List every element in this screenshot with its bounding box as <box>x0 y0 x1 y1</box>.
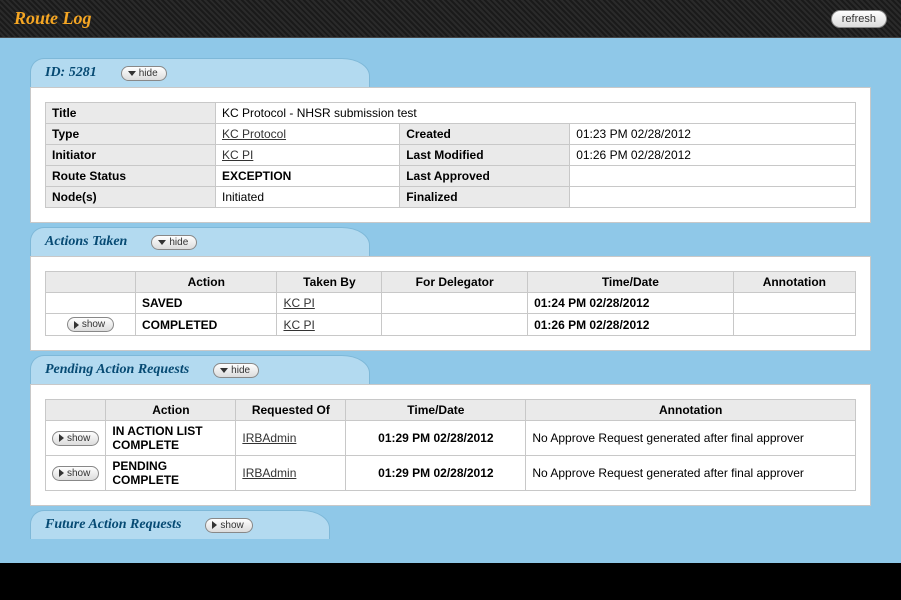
chevron-right-icon <box>59 469 64 477</box>
table-row: Initiator KC PI Last Modified 01:26 PM 0… <box>46 145 856 166</box>
pending-table: Action Requested Of Time/Date Annotation… <box>45 399 856 491</box>
row-show-button[interactable]: show <box>52 466 99 481</box>
future-tab: Future Action Requests show <box>30 510 330 539</box>
requested-of-link[interactable]: IRBAdmin <box>242 431 296 445</box>
annotation-cell: No Approve Request generated after final… <box>526 421 856 456</box>
pending-body: Action Requested Of Time/Date Annotation… <box>30 384 871 506</box>
action-cell: PENDING COMPLETE <box>106 456 236 491</box>
requested-of-link[interactable]: IRBAdmin <box>242 466 296 480</box>
col-annotation: Annotation <box>526 400 856 421</box>
col-taken-by: Taken By <box>277 272 382 293</box>
table-row: Title KC Protocol - NHSR submission test <box>46 103 856 124</box>
table-row: show COMPLETED KC PI 01:26 PM 02/28/2012 <box>46 314 856 336</box>
type-link[interactable]: KC Protocol <box>222 127 286 141</box>
col-time-date: Time/Date <box>528 272 734 293</box>
actions-taken-tab: Actions Taken hide <box>30 227 370 256</box>
title-label: Title <box>46 103 216 124</box>
last-modified-label: Last Modified <box>400 145 570 166</box>
actions-taken-title: Actions Taken <box>45 234 127 250</box>
taken-by-link[interactable]: KC PI <box>283 318 314 332</box>
future-panel: Future Action Requests show <box>30 510 871 539</box>
show-label: show <box>67 433 90 444</box>
delegator-cell <box>382 293 528 314</box>
chevron-right-icon <box>59 434 64 442</box>
finalized-value <box>570 187 856 208</box>
pending-panel: Pending Action Requests hide Action Requ… <box>30 355 871 506</box>
hide-label: hide <box>231 365 250 376</box>
col-action: Action <box>136 272 277 293</box>
row-show-button[interactable]: show <box>52 431 99 446</box>
id-panel-tab: ID: 5281 hide <box>30 58 370 87</box>
timedate-cell: 01:29 PM 02/28/2012 <box>346 456 526 491</box>
initiator-label: Initiator <box>46 145 216 166</box>
actions-taken-hide-button[interactable]: hide <box>151 235 197 250</box>
table-row: Node(s) Initiated Finalized <box>46 187 856 208</box>
actions-taken-panel: Actions Taken hide Action Taken By For D… <box>30 227 871 351</box>
nodes-label: Node(s) <box>46 187 216 208</box>
hide-label: hide <box>139 68 158 79</box>
table-row: Type KC Protocol Created 01:23 PM 02/28/… <box>46 124 856 145</box>
future-title: Future Action Requests <box>45 517 181 533</box>
pending-tab: Pending Action Requests hide <box>30 355 370 384</box>
chevron-down-icon <box>158 240 166 245</box>
id-panel: ID: 5281 hide Title KC Protocol - NHSR s… <box>30 58 871 223</box>
actions-taken-table: Action Taken By For Delegator Time/Date … <box>45 271 856 336</box>
action-cell: IN ACTION LIST COMPLETE <box>106 421 236 456</box>
col-requested-of: Requested Of <box>236 400 346 421</box>
timedate-cell: 01:26 PM 02/28/2012 <box>528 314 734 336</box>
hide-label: hide <box>169 237 188 248</box>
annotation-cell: No Approve Request generated after final… <box>526 456 856 491</box>
timedate-cell: 01:24 PM 02/28/2012 <box>528 293 734 314</box>
nodes-value: Initiated <box>216 187 400 208</box>
action-cell: SAVED <box>136 293 277 314</box>
col-annotation: Annotation <box>733 272 855 293</box>
route-status-label: Route Status <box>46 166 216 187</box>
col-for-delegator: For Delegator <box>382 272 528 293</box>
show-label: show <box>220 520 243 531</box>
title-value: KC Protocol - NHSR submission test <box>216 103 856 124</box>
annotation-cell <box>733 314 855 336</box>
main-content: ID: 5281 hide Title KC Protocol - NHSR s… <box>0 38 901 563</box>
last-approved-value <box>570 166 856 187</box>
timedate-cell: 01:29 PM 02/28/2012 <box>346 421 526 456</box>
delegator-cell <box>382 314 528 336</box>
annotation-cell <box>733 293 855 314</box>
id-info-table: Title KC Protocol - NHSR submission test… <box>45 102 856 208</box>
chevron-right-icon <box>212 521 217 529</box>
created-label: Created <box>400 124 570 145</box>
chevron-down-icon <box>220 368 228 373</box>
col-action: Action <box>106 400 236 421</box>
refresh-button[interactable]: refresh <box>831 10 887 28</box>
id-panel-title: ID: 5281 <box>45 65 97 81</box>
taken-by-link[interactable]: KC PI <box>283 296 314 310</box>
id-panel-body: Title KC Protocol - NHSR submission test… <box>30 87 871 223</box>
table-row: show PENDING COMPLETE IRBAdmin 01:29 PM … <box>46 456 856 491</box>
created-value: 01:23 PM 02/28/2012 <box>570 124 856 145</box>
header-bar: Route Log refresh <box>0 0 901 38</box>
table-row: show IN ACTION LIST COMPLETE IRBAdmin 01… <box>46 421 856 456</box>
last-modified-value: 01:26 PM 02/28/2012 <box>570 145 856 166</box>
initiator-link[interactable]: KC PI <box>222 148 253 162</box>
type-label: Type <box>46 124 216 145</box>
table-row: Route Status EXCEPTION Last Approved <box>46 166 856 187</box>
chevron-down-icon <box>128 71 136 76</box>
table-row: SAVED KC PI 01:24 PM 02/28/2012 <box>46 293 856 314</box>
id-panel-hide-button[interactable]: hide <box>121 66 167 81</box>
pending-hide-button[interactable]: hide <box>213 363 259 378</box>
row-show-button[interactable]: show <box>67 317 114 332</box>
last-approved-label: Last Approved <box>400 166 570 187</box>
pending-title: Pending Action Requests <box>45 362 189 378</box>
col-time-date: Time/Date <box>346 400 526 421</box>
table-header-row: Action Requested Of Time/Date Annotation <box>46 400 856 421</box>
show-label: show <box>82 319 105 330</box>
show-label: show <box>67 468 90 479</box>
action-cell: COMPLETED <box>136 314 277 336</box>
finalized-label: Finalized <box>400 187 570 208</box>
actions-taken-body: Action Taken By For Delegator Time/Date … <box>30 256 871 351</box>
page-title: Route Log <box>14 8 92 29</box>
route-status-value: EXCEPTION <box>216 166 400 187</box>
chevron-right-icon <box>74 321 79 329</box>
table-header-row: Action Taken By For Delegator Time/Date … <box>46 272 856 293</box>
future-show-button[interactable]: show <box>205 518 252 533</box>
